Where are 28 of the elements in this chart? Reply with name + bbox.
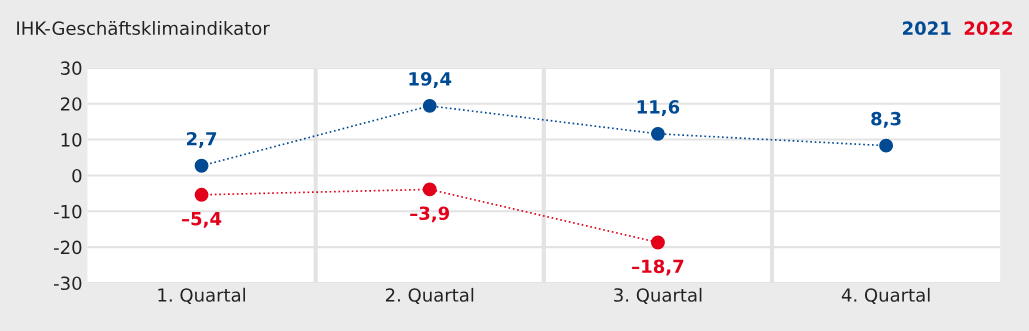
y-tick-label: 20	[60, 97, 82, 111]
data-label: 8,3	[871, 111, 901, 128]
y-tick-label: 10	[61, 133, 82, 147]
x-tick-label: 1. Quartal	[158, 287, 245, 304]
y-tick-label: 30	[61, 61, 82, 75]
point	[879, 138, 894, 153]
data-label: 11,6	[637, 100, 680, 116]
y-tick-label: -30	[54, 276, 82, 291]
point	[650, 235, 665, 250]
y-tick-label: -20	[54, 240, 82, 255]
data-label: –5,4	[182, 212, 222, 228]
chart-title: IHK-Geschäftsklimaindikator	[17, 21, 270, 36]
x-tick-label: 3. Quartal	[614, 287, 702, 304]
x-tick-label: 2. Quartal	[385, 287, 474, 304]
point	[650, 126, 665, 141]
point	[194, 187, 209, 202]
y-tick-label: -10	[54, 204, 82, 219]
point	[422, 98, 437, 113]
point	[422, 182, 437, 197]
text: 2022	[964, 21, 1012, 36]
data-label: 2,7	[186, 131, 217, 148]
x-tick-label: 4. Quartal	[841, 287, 930, 304]
point	[194, 158, 209, 173]
data-label: –18,7	[632, 259, 684, 276]
text: 2021	[903, 21, 951, 36]
data-label: –3,9	[410, 206, 450, 223]
data-label: 19,4	[409, 72, 452, 89]
y-tick-label: 0	[72, 168, 82, 183]
